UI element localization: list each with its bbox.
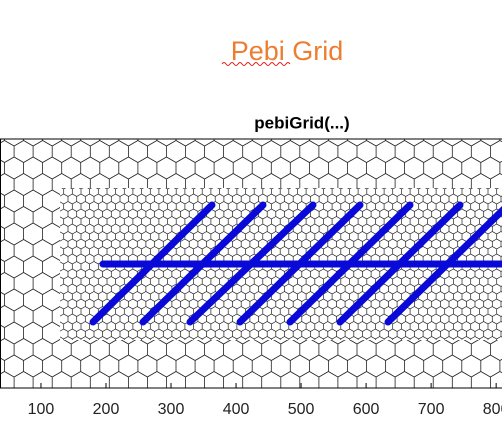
chart-title: pebiGrid(...) (254, 113, 349, 132)
slide-title: Pebi Grid (231, 36, 344, 66)
x-tick-label: 700 (418, 401, 445, 418)
fracture (186, 201, 317, 326)
fracture (286, 201, 414, 326)
fracture (236, 201, 364, 326)
spell-underline (221, 62, 291, 66)
x-tick-label: 800 (483, 401, 502, 418)
x-tick-label: 100 (28, 401, 55, 418)
x-tick-label: 600 (353, 401, 380, 418)
fracture (89, 201, 216, 326)
x-tick-label: 200 (93, 401, 120, 418)
fracture (336, 201, 464, 326)
plot-frame (0, 138, 502, 389)
x-tick-label: 500 (288, 401, 315, 418)
fracture (384, 206, 502, 326)
x-tick-label: 400 (223, 401, 250, 418)
x-tick-label: 300 (158, 401, 185, 418)
fractures (89, 201, 502, 326)
fracture (139, 201, 267, 326)
